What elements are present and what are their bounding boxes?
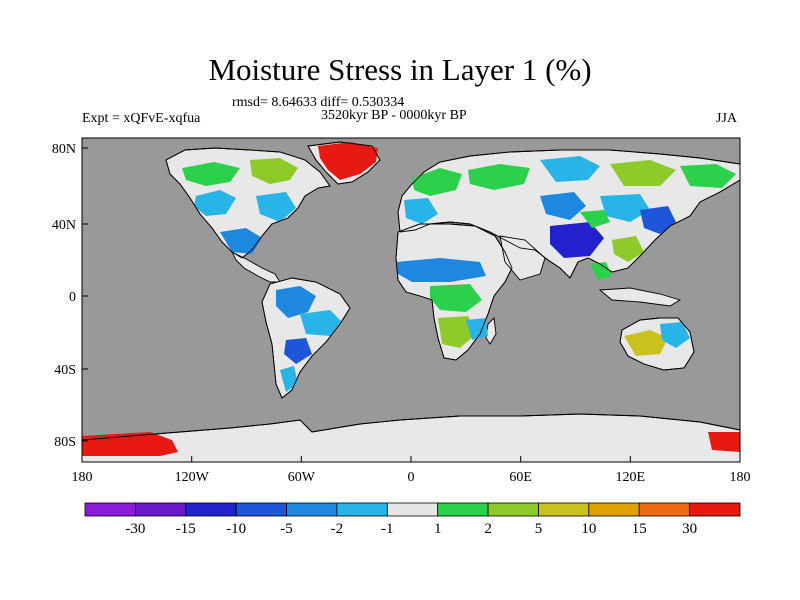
experiment-label: Expt = xQFvE-xqfua	[82, 111, 201, 126]
lon-tick-label: 180	[730, 470, 751, 485]
colorbar-label: 2	[484, 521, 492, 537]
lon-tick-label: 60W	[288, 470, 316, 485]
lat-ticks: 80N 40N 0 40S 80S	[52, 142, 88, 450]
colorbar-label: 30	[682, 521, 697, 537]
map-title: Moisture Stress in Layer 1 (%)	[208, 52, 592, 87]
colorbar-label: 5	[535, 521, 543, 537]
central-america	[230, 250, 281, 283]
colorbar-label: -2	[331, 521, 344, 537]
lon-ticks: 180 120W 60W 0 60E 120E 180	[72, 456, 751, 485]
colorbar-label: 1	[434, 521, 442, 537]
colorbar-swatch	[588, 502, 640, 517]
colorbar-swatch	[235, 502, 287, 517]
colorbar-swatch	[134, 502, 187, 517]
colorbar-swatch	[689, 502, 741, 517]
colorbar-label: 15	[632, 521, 647, 537]
colorbar-swatch	[487, 502, 539, 517]
colorbar-swatch	[336, 502, 388, 517]
colorbar-label: -30	[125, 521, 145, 537]
period-label: 3520kyr BP - 0000kyr BP	[321, 108, 467, 123]
lon-tick-label: 180	[72, 470, 93, 485]
lon-tick-label: 120W	[175, 470, 210, 485]
lat-tick-label: 80S	[54, 435, 76, 450]
se-asia-islands	[598, 287, 682, 307]
colorbar-label: -10	[226, 521, 246, 537]
colorbar: -30 -15 -10 -5 -2 -1 1 2 5 10 15 30	[84, 502, 741, 537]
stats-label: rmsd= 8.64633 diff= 0.530334	[232, 95, 405, 110]
colorbar-swatch	[538, 502, 590, 517]
colorbar-swatch	[386, 502, 439, 517]
coastlines	[82, 141, 740, 441]
colorbar-label: -15	[176, 521, 196, 537]
colorbar-swatch	[437, 502, 489, 517]
lon-tick-label: 120E	[616, 470, 646, 485]
season-label: JJA	[716, 111, 738, 126]
colorbar-swatch	[185, 502, 237, 517]
colorbar-label: -1	[381, 521, 394, 537]
lat-tick-label: 80N	[52, 142, 76, 157]
lon-tick-label: 0	[408, 470, 415, 485]
colorbar-label: 10	[581, 521, 596, 537]
anomaly-patches	[82, 142, 740, 456]
lat-tick-label: 40N	[52, 218, 76, 233]
lat-tick-label: 0	[69, 290, 76, 305]
colorbar-swatch	[286, 502, 338, 517]
lat-tick-label: 40S	[54, 363, 76, 378]
colorbar-swatch	[84, 502, 136, 517]
colorbar-swatch	[638, 502, 691, 517]
colorbar-label: -5	[280, 521, 293, 537]
lon-tick-label: 60E	[509, 470, 532, 485]
